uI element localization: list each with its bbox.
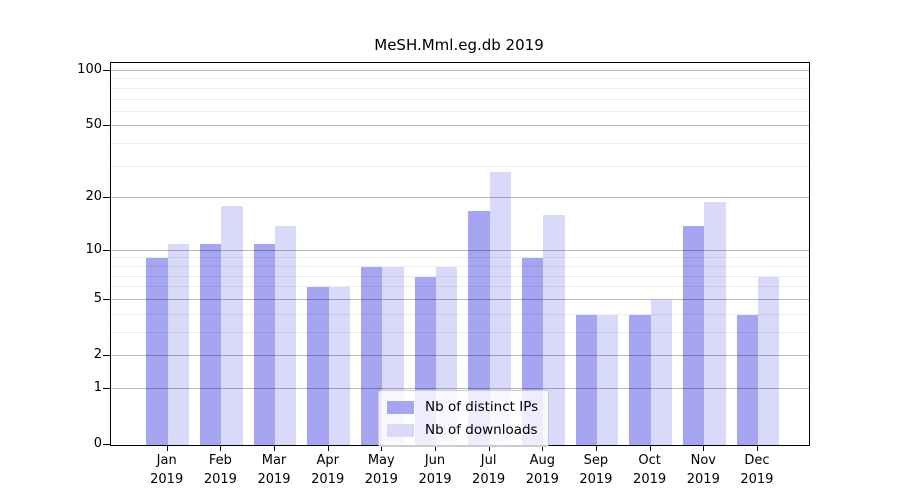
- legend-swatch-distinct-ips: [387, 400, 414, 414]
- ytick-label-50: 50: [85, 117, 102, 133]
- xtick-mark-mar: [274, 445, 275, 451]
- gridline-20: [111, 197, 809, 199]
- legend: Nb of distinct IPs Nb of downloads: [378, 390, 550, 447]
- gridline-2: [111, 355, 809, 356]
- xtick-label-jul: Jul 2019: [472, 453, 506, 487]
- bar-distinct-ips-dec: [736, 314, 758, 445]
- ytick-label-2: 2: [93, 347, 102, 362]
- xtick-label-apr: Apr 2019: [311, 453, 345, 487]
- xtick-label-feb: Feb 2019: [203, 453, 237, 487]
- ytick-mark-50: [103, 125, 110, 127]
- ytick-mark-0: [103, 444, 110, 445]
- gridline-100: [111, 70, 809, 71]
- bar-downloads-apr: [328, 287, 351, 445]
- xtick-label-jun: Jun 2019: [418, 453, 452, 487]
- xtick-mark-sep: [595, 445, 597, 451]
- plot-area: Nb of distinct IPs Nb of downloads: [110, 62, 810, 447]
- gridline-8: [111, 265, 809, 267]
- legend-item-downloads: Nb of downloads: [387, 420, 538, 440]
- xtick-mark-apr: [327, 445, 329, 451]
- ytick-mark-20: [103, 197, 110, 199]
- bar-downloads-dec: [757, 276, 780, 445]
- bar-distinct-ips-sep: [575, 314, 597, 445]
- bar-distinct-ips-nov: [682, 225, 705, 445]
- xtick-label-mar: Mar 2019: [257, 453, 291, 487]
- gridline-40: [111, 143, 809, 145]
- gridline-5: [111, 298, 809, 300]
- xtick-label-may: May 2019: [364, 453, 398, 487]
- gridline-90: [111, 78, 809, 80]
- ytick-label-100: 100: [77, 62, 102, 77]
- gridline-50: [111, 125, 809, 127]
- gridline-60: [111, 110, 809, 112]
- bar-distinct-ips-jul: [468, 210, 490, 445]
- gridline-7: [111, 275, 809, 277]
- bar-downloads-jan: [167, 243, 190, 445]
- bar-distinct-ips-mar: [253, 243, 275, 445]
- gridline-6: [111, 286, 809, 288]
- bars-layer: [111, 63, 809, 445]
- bar-downloads-aug: [543, 215, 565, 445]
- gridline-1: [111, 387, 809, 389]
- xtick-mark-jun: [435, 445, 436, 451]
- xtick-label-aug: Aug 2019: [525, 453, 559, 487]
- bar-downloads-nov: [704, 202, 726, 445]
- bar-distinct-ips-jan: [146, 258, 168, 445]
- gridline-9: [111, 257, 809, 259]
- legend-swatch-downloads: [387, 423, 414, 437]
- ytick-mark-5: [103, 298, 110, 300]
- legend-label-distinct-ips: Nb of distinct IPs: [425, 399, 539, 415]
- xtick-mark-jul: [488, 445, 490, 451]
- ytick-label-0: 0: [93, 436, 102, 451]
- bar-downloads-jul: [489, 172, 511, 445]
- xtick-mark-dec: [756, 445, 758, 451]
- xtick-mark-aug: [542, 445, 544, 451]
- xtick-mark-feb: [220, 445, 222, 451]
- ytick-mark-100: [103, 70, 110, 71]
- xtick-label-oct: Oct 2019: [633, 453, 667, 487]
- legend-label-downloads: Nb of downloads: [425, 422, 538, 438]
- bar-downloads-sep: [596, 314, 619, 445]
- ytick-label-1: 1: [93, 379, 102, 395]
- gridline-4: [111, 313, 809, 315]
- bar-distinct-ips-apr: [307, 287, 329, 445]
- ytick-mark-10: [103, 249, 110, 251]
- ytick-label-20: 20: [85, 189, 102, 205]
- ytick-mark-1: [103, 387, 110, 389]
- grid-layer: [111, 63, 809, 445]
- ytick-label-5: 5: [93, 290, 102, 306]
- xtick-mark-oct: [649, 445, 651, 451]
- xtick-mark-may: [381, 445, 383, 451]
- xtick-mark-nov: [703, 445, 705, 451]
- legend-item-distinct-ips: Nb of distinct IPs: [387, 397, 538, 417]
- gridline-80: [111, 87, 809, 89]
- bar-distinct-ips-feb: [200, 243, 222, 445]
- xtick-label-sep: Sep 2019: [579, 453, 613, 487]
- xtick-label-nov: Nov 2019: [686, 453, 720, 487]
- xtick-label-jan: Jan 2019: [150, 453, 184, 487]
- chart-title: MeSH.Mml.eg.db 2019: [374, 36, 544, 54]
- ytick-mark-2: [103, 355, 110, 356]
- xtick-mark-jan: [166, 445, 168, 451]
- gridline-70: [111, 98, 809, 100]
- bar-downloads-mar: [275, 225, 297, 445]
- gridline-10: [111, 249, 809, 251]
- bar-distinct-ips-oct: [629, 314, 651, 445]
- bar-distinct-ips-may: [360, 266, 383, 445]
- xtick-label-dec: Dec 2019: [740, 453, 774, 487]
- gridline-30: [111, 165, 809, 167]
- ytick-label-10: 10: [85, 241, 102, 257]
- gridline-3: [111, 331, 809, 333]
- bar-downloads-oct: [650, 299, 672, 445]
- bar-downloads-feb: [221, 206, 243, 445]
